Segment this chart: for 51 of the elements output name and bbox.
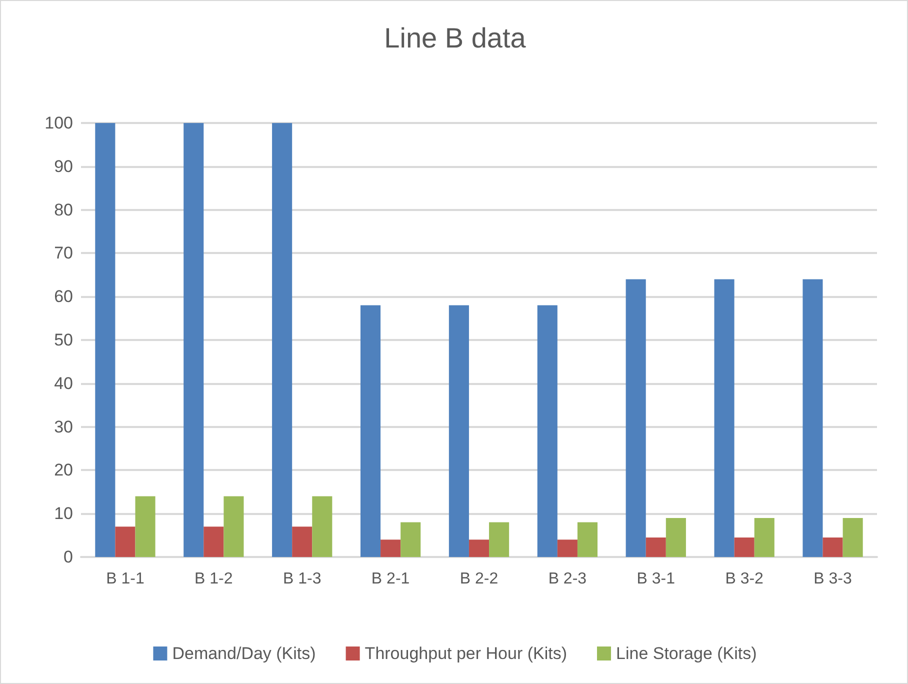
x-tick-label: B 3-2 [725,570,764,588]
chart-title: Line B data [384,22,526,54]
x-tick-label: B 1-3 [282,570,322,588]
x-tick-label: B 2-1 [371,570,410,588]
bar [666,518,686,557]
legend-label: Throughput per Hour (Kits) [364,644,568,663]
x-tick-label: B 1-2 [194,570,233,588]
y-tick-label: 80 [54,200,73,220]
y-tick-label: 30 [54,417,73,436]
x-tick-label: B 2-3 [548,570,587,588]
x-tick-label: B 3-3 [814,570,852,588]
bar [224,496,244,557]
bar [842,518,863,557]
bar [646,537,666,557]
bar [360,305,381,557]
bar [734,537,754,557]
bar [754,518,774,557]
y-tick-label: 100 [44,114,73,132]
bar [272,123,292,557]
bar [468,540,490,557]
legend-label: Line Storage (Kits) [616,644,757,663]
y-tick-label: 40 [54,374,73,393]
bar [714,279,734,557]
y-tick-label: 70 [54,244,73,263]
x-tick-label: B 2-2 [460,570,498,588]
bar [95,123,116,557]
x-tick-label: B 3-1 [636,570,676,588]
y-tick-label: 60 [54,287,73,306]
bar [204,526,224,557]
y-tick-label: 90 [54,156,73,176]
y-tick-label: 0 [64,548,73,566]
bar [135,496,156,557]
bar [822,537,843,557]
y-tick-label: 50 [54,330,73,350]
y-tick-label: 20 [54,460,73,480]
bar [577,522,598,557]
bar [400,522,421,557]
bar [115,526,136,557]
y-tick-label: 10 [54,504,73,524]
bar [557,540,578,557]
bar [626,279,646,557]
bar [489,522,510,557]
bar [448,305,469,557]
bar [537,305,558,557]
bar [380,540,401,557]
bar [312,496,332,557]
bar [802,279,823,557]
x-tick-label: B 1-1 [106,570,144,588]
legend-label: Demand/Day (Kits) [172,644,316,663]
bar [292,526,312,557]
bar [184,123,204,557]
